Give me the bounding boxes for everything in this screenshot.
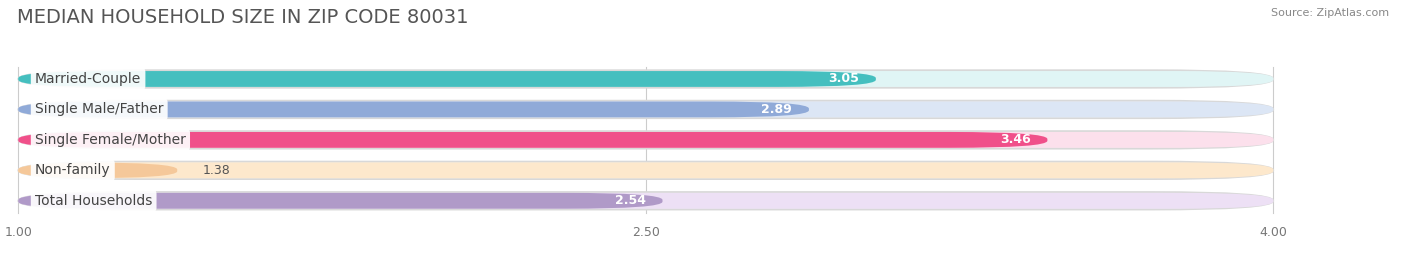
Text: Source: ZipAtlas.com: Source: ZipAtlas.com [1271,8,1389,18]
Text: Married-Couple: Married-Couple [35,72,141,86]
Text: 2.54: 2.54 [614,194,645,207]
FancyBboxPatch shape [18,162,177,178]
FancyBboxPatch shape [18,70,1274,88]
Text: Single Male/Father: Single Male/Father [35,102,163,116]
FancyBboxPatch shape [18,132,1047,148]
FancyBboxPatch shape [18,132,1274,148]
Text: 3.05: 3.05 [828,72,859,86]
FancyBboxPatch shape [18,193,662,209]
FancyBboxPatch shape [18,192,1274,210]
FancyBboxPatch shape [18,161,1274,179]
Text: Non-family: Non-family [35,163,111,177]
Text: 1.38: 1.38 [202,164,231,177]
Text: 2.89: 2.89 [762,103,792,116]
FancyBboxPatch shape [18,71,876,87]
FancyBboxPatch shape [18,193,1274,209]
FancyBboxPatch shape [18,162,1274,178]
Text: 3.46: 3.46 [1000,133,1031,146]
FancyBboxPatch shape [18,101,808,117]
FancyBboxPatch shape [18,101,1274,117]
FancyBboxPatch shape [18,131,1274,149]
FancyBboxPatch shape [18,101,1274,118]
FancyBboxPatch shape [18,71,1274,87]
Text: MEDIAN HOUSEHOLD SIZE IN ZIP CODE 80031: MEDIAN HOUSEHOLD SIZE IN ZIP CODE 80031 [17,8,468,27]
Text: Total Households: Total Households [35,194,152,208]
Text: Single Female/Mother: Single Female/Mother [35,133,186,147]
